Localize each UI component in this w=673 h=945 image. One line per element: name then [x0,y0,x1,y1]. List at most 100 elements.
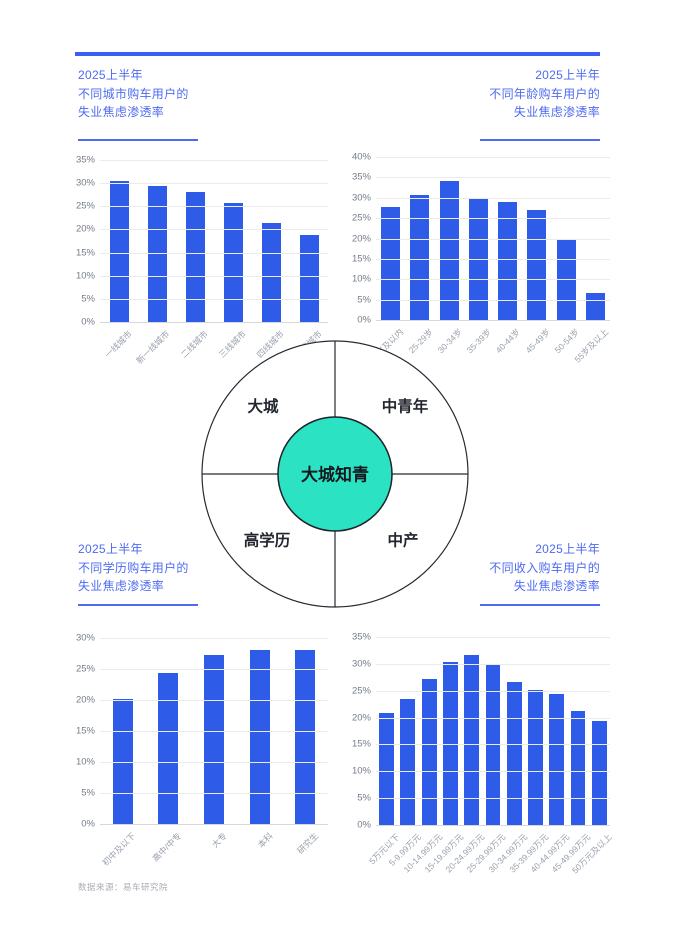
y-tick-label: 0% [357,314,371,326]
gridline [100,275,328,277]
y-tick-label: 15% [351,738,371,750]
title-line: 不同城市购车用户的 [78,86,189,101]
x-axis-labels: 5万元以下 5-9.99万元 10-14.99万元 15-19.99万元 20-24.9… [367,825,614,907]
bar [223,202,243,322]
title-line: 2025上半年 [535,542,600,556]
y-tick-label: 15% [351,253,371,265]
source-note: 数据来源：易车研究院 [78,882,169,892]
y-tick-label: 20% [351,233,371,244]
y-tick-label: 15% [75,247,95,259]
bar [585,292,605,320]
bar [464,654,480,825]
x-tick-label: 高中/中专 [150,830,184,864]
y-tick-label: 25% [351,212,371,224]
bar [591,720,607,825]
title-underline [78,604,198,606]
y-axis: 40% 35% 30% 25% 20% 15% 10% 5% 0% [348,152,376,326]
quadrant-label-bottom-left: 高学历 [244,531,291,550]
gridline [100,229,328,231]
plot-area [376,157,610,321]
gridline [376,825,610,826]
bar [379,712,395,825]
gridline [100,638,328,639]
y-tick-label: 15% [75,725,95,737]
top-divider-rule [75,52,600,56]
venn-center-label: 大城知青 [301,465,369,485]
gridline [376,771,610,773]
title-line: 失业焦虑渗透率 [78,105,165,119]
y-tick-label: 20% [75,223,95,235]
bar [498,202,518,320]
y-tick-label: 5% [81,787,95,799]
y-tick-label: 30% [351,192,371,204]
bar [549,693,565,825]
chart-education-anxiety: 30% 25% 20% 15% 10% 5% 0% 初中及以下 高中/中专 大专 本科 研究生 [72,633,328,886]
title-line: 失业焦虑渗透率 [513,579,600,593]
x-tick-label: 研究生 [294,830,320,856]
bar [299,234,319,322]
gridline [376,177,610,179]
title-underline [480,604,600,606]
title-line: 不同学历购车用户的 [78,560,189,575]
chart-age-anxiety: 40% 35% 30% 25% 20% 15% 10% 5% 0% 24岁及以内 25-29岁 30… [348,152,610,382]
gridline [100,252,328,254]
x-tick-label: 初中及以下 [100,830,138,868]
section-title-age: 2025上半年 不同年龄购车用户的 失业焦虑渗透率 [400,66,600,122]
gridline [376,744,610,746]
x-tick-label: 一线城市 [102,328,134,360]
venn-center-circle [277,416,393,532]
quadrant-label-top-right: 中青年 [382,397,429,416]
bar [570,711,586,825]
bar [249,649,270,824]
y-axis: 35% 30% 25% 20% 15% 10% 5% 0% [72,155,100,328]
gridline [100,669,328,670]
x-tick-label: 45-49岁 [523,326,552,356]
y-axis: 35% 30% 25% 20% 15% 10% 5% 0% [348,632,376,831]
gridline [100,298,328,300]
plot-area [100,160,328,323]
bar [158,672,179,824]
gridline [100,160,328,161]
title-line: 2025上半年 [535,68,600,82]
bar [442,661,458,825]
y-tick-label: 20% [75,694,95,706]
y-tick-label: 25% [351,685,371,697]
section-title-education: 2025上半年 不同学历购车用户的 失业焦虑渗透率 [78,540,278,596]
bar [185,191,205,322]
y-tick-label: 10% [351,765,371,777]
title-underline [480,139,600,141]
bar [261,223,281,322]
bar [112,698,133,824]
quadrant-circle-diagram: 大城 中青年 高学历 中产 大城知青 [201,340,469,608]
y-tick-label: 35% [351,171,371,183]
gridline [100,824,328,825]
title-line: 失业焦虑渗透率 [513,105,600,119]
gridline [100,793,328,794]
gridline [376,690,610,692]
bar [527,210,547,320]
section-title-income: 2025上半年 不同收入购车用户的 失业焦虑渗透率 [400,540,600,596]
y-tick-label: 0% [81,818,95,830]
bar [109,180,129,322]
y-tick-label: 0% [357,819,371,831]
y-tick-label: 20% [351,712,371,724]
x-tick-label: 新一线城市 [134,328,172,366]
chart-income-anxiety: 35% 30% 25% 20% 15% 10% 5% 0% 5万元以下 5-9.99万元 10-1… [348,632,614,907]
x-tick-label: 40-44岁 [493,326,523,356]
gridline [376,798,610,800]
chart-city-anxiety: 35% 30% 25% 20% 15% 10% 5% 0% 一线城市 新一线城市 二线城市 三线城市… [72,155,328,384]
gridline [376,157,610,158]
x-axis-labels: 初中及以下 高中/中专 大专 本科 研究生 [100,824,328,886]
bar [528,689,543,825]
gridline [376,279,610,281]
bar [439,181,459,320]
y-tick-label: 10% [351,273,371,285]
x-tick-label: 大专 [209,830,229,850]
y-axis: 30% 25% 20% 15% 10% 5% 0% [72,633,100,830]
gridline [376,197,610,199]
gridline [376,320,610,321]
y-tick-label: 40% [351,151,371,163]
gridline [376,717,610,719]
gridline [100,206,328,208]
